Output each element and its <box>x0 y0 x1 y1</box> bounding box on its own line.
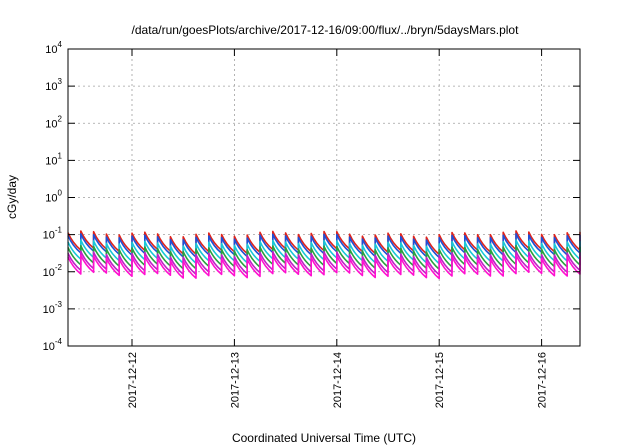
y-tick-label: 103 <box>45 77 62 93</box>
y-axis: 10-4 10-3 10-2 10-1 100 101 102 103 104 <box>43 40 580 353</box>
x-tick-label: 2017-12-12 <box>127 352 139 408</box>
y-tick-label: 104 <box>45 40 62 56</box>
gridlines <box>68 49 580 346</box>
y-tick-label: 100 <box>45 189 62 205</box>
x-axis: 2017-12-12 2017-12-13 2017-12-14 2017-12-15… <box>127 49 549 408</box>
series-layer <box>67 230 581 280</box>
x-tick-label: 2017-12-13 <box>229 352 241 408</box>
x-tick-label: 2017-12-16 <box>537 352 549 408</box>
y-tick-label: 102 <box>45 114 62 130</box>
x-tick-label: 2017-12-14 <box>332 352 344 408</box>
y-axis-label: cGy/day <box>5 175 19 219</box>
y-tick-label: 10-2 <box>43 263 63 279</box>
y-tick-label: 101 <box>45 151 62 167</box>
y-tick-label: 10-4 <box>43 337 63 353</box>
y-tick-label: 10-3 <box>43 300 63 316</box>
x-axis-label: Coordinated Universal Time (UTC) <box>232 431 416 445</box>
chart-title: /data/run/goesPlots/archive/2017-12-16/0… <box>132 23 520 37</box>
x-tick-label: 2017-12-15 <box>434 352 446 408</box>
series-line-6 <box>67 254 581 280</box>
y-tick-label: 10-1 <box>43 226 63 242</box>
